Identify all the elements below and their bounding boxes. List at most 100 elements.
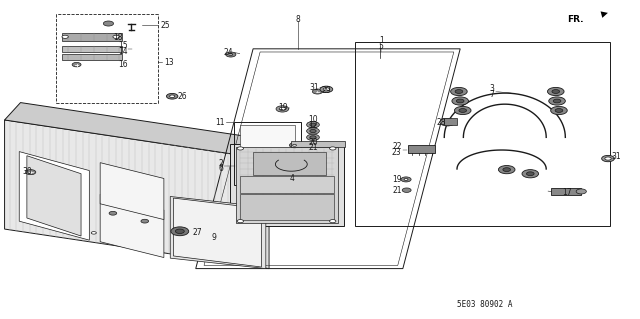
Polygon shape: [4, 103, 285, 160]
Circle shape: [292, 144, 296, 146]
Circle shape: [440, 118, 455, 126]
Polygon shape: [241, 125, 294, 182]
Circle shape: [226, 52, 236, 57]
Text: 19: 19: [278, 102, 288, 112]
Circle shape: [401, 177, 411, 182]
Text: FR.: FR.: [567, 15, 584, 24]
Polygon shape: [62, 46, 122, 52]
Circle shape: [320, 86, 333, 93]
Polygon shape: [4, 120, 269, 269]
Circle shape: [605, 157, 611, 160]
Circle shape: [237, 219, 244, 223]
Text: 20: 20: [308, 137, 318, 147]
Text: 4: 4: [289, 174, 294, 183]
Circle shape: [310, 123, 316, 126]
Text: 26: 26: [177, 92, 187, 101]
Text: 6: 6: [218, 164, 223, 173]
Text: 15: 15: [118, 41, 127, 50]
Text: 30: 30: [22, 167, 32, 176]
Circle shape: [175, 229, 184, 234]
Text: 9: 9: [212, 234, 217, 242]
Circle shape: [310, 136, 316, 139]
Polygon shape: [236, 147, 338, 223]
Circle shape: [402, 188, 411, 192]
Circle shape: [522, 170, 539, 178]
Text: 19: 19: [392, 175, 401, 184]
Circle shape: [170, 95, 175, 98]
Text: 2: 2: [218, 159, 223, 168]
Polygon shape: [19, 152, 90, 240]
Circle shape: [92, 232, 97, 234]
Circle shape: [454, 106, 471, 115]
Circle shape: [166, 93, 178, 99]
Text: 31: 31: [612, 152, 621, 161]
Text: 7: 7: [490, 90, 495, 99]
Text: 1: 1: [379, 36, 383, 45]
Polygon shape: [241, 176, 334, 193]
Circle shape: [312, 89, 323, 94]
Text: 5E03 80902 A: 5E03 80902 A: [457, 300, 512, 309]
Circle shape: [553, 99, 561, 103]
Polygon shape: [62, 33, 122, 41]
Text: 11: 11: [215, 118, 225, 127]
Circle shape: [279, 107, 285, 110]
Polygon shape: [230, 144, 344, 226]
Circle shape: [550, 106, 567, 115]
Polygon shape: [291, 141, 346, 147]
Circle shape: [503, 168, 511, 172]
Text: 13: 13: [164, 58, 174, 67]
Text: 14: 14: [118, 47, 127, 56]
Polygon shape: [27, 156, 81, 236]
Circle shape: [307, 128, 319, 134]
Circle shape: [229, 54, 233, 56]
Text: 27: 27: [193, 228, 202, 237]
Text: 28: 28: [436, 118, 446, 127]
Text: 5: 5: [379, 42, 383, 51]
Circle shape: [276, 106, 289, 112]
Polygon shape: [170, 197, 266, 269]
Polygon shape: [100, 194, 164, 257]
Polygon shape: [173, 198, 261, 267]
Circle shape: [26, 170, 36, 175]
Text: 24: 24: [224, 48, 234, 57]
Circle shape: [103, 21, 113, 26]
Text: 3: 3: [490, 84, 495, 93]
Polygon shape: [408, 145, 435, 153]
Circle shape: [72, 63, 81, 67]
Circle shape: [455, 90, 463, 93]
Text: 10: 10: [308, 115, 318, 124]
Circle shape: [310, 130, 316, 133]
Circle shape: [62, 35, 68, 38]
Circle shape: [289, 143, 300, 148]
Circle shape: [323, 88, 330, 91]
Circle shape: [451, 87, 467, 96]
Text: 17: 17: [562, 188, 572, 197]
Circle shape: [113, 35, 119, 38]
Circle shape: [452, 97, 468, 105]
Circle shape: [456, 99, 464, 103]
Circle shape: [109, 211, 116, 215]
Text: 31: 31: [309, 83, 319, 92]
Circle shape: [552, 90, 559, 93]
Text: 8: 8: [296, 15, 301, 24]
Circle shape: [307, 122, 319, 128]
Text: 12: 12: [308, 121, 318, 130]
Circle shape: [602, 155, 614, 162]
Circle shape: [330, 219, 336, 223]
Polygon shape: [100, 163, 164, 219]
Polygon shape: [62, 54, 122, 60]
Text: 21: 21: [392, 186, 401, 195]
Circle shape: [548, 97, 565, 105]
Polygon shape: [241, 194, 334, 220]
Circle shape: [576, 189, 586, 194]
Circle shape: [307, 134, 319, 141]
Text: 29: 29: [321, 86, 331, 95]
Circle shape: [459, 108, 467, 112]
Text: 16: 16: [118, 60, 127, 69]
Polygon shape: [550, 188, 581, 195]
Circle shape: [171, 227, 189, 236]
Circle shape: [547, 87, 564, 96]
Circle shape: [499, 166, 515, 174]
Text: 18: 18: [113, 33, 122, 42]
Text: 25: 25: [161, 21, 170, 30]
